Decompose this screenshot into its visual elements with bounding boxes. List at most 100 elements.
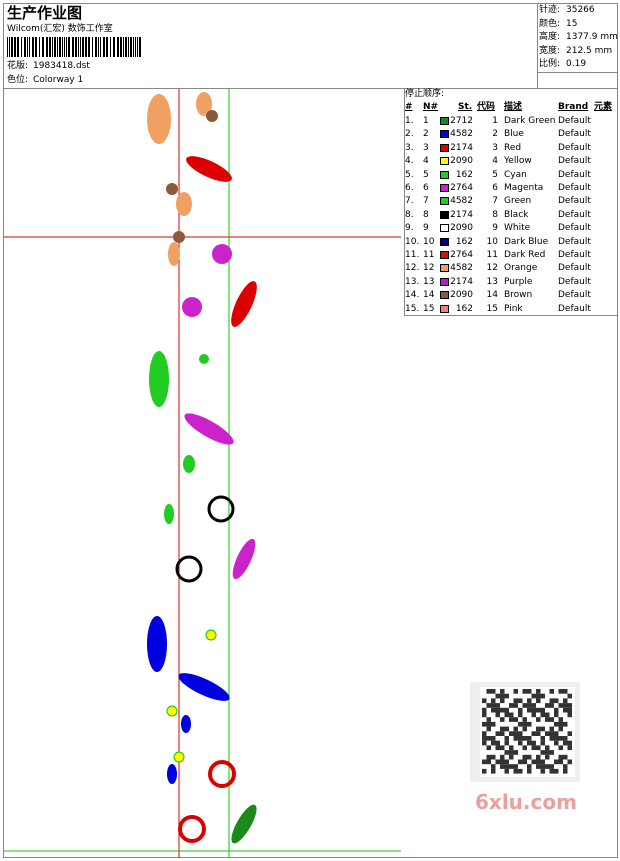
code: 13 <box>486 276 498 287</box>
stitches: 2174 <box>450 209 473 220</box>
info-value: 15 <box>566 18 578 29</box>
stitches: 4582 <box>450 129 473 140</box>
stitches: 162 <box>455 303 473 314</box>
info-label: 高度: <box>539 32 561 42</box>
title: 生产作业图 <box>7 4 83 22</box>
row-number: 13. <box>405 276 420 287</box>
info-label: 比例: <box>539 59 561 69</box>
row-number: 11. <box>405 250 420 260</box>
table-caption: 停止顺序: <box>405 89 445 99</box>
brand: Default <box>558 142 591 153</box>
description: Green <box>504 196 532 207</box>
color-swatch <box>440 224 449 233</box>
color-swatch <box>440 117 449 125</box>
design-label: 花版: <box>7 61 29 71</box>
code: 14 <box>486 290 498 301</box>
description: Red <box>504 142 522 153</box>
code: 4 <box>492 156 498 167</box>
description: Magenta <box>504 183 544 193</box>
description: White <box>504 223 531 234</box>
needle: 3 <box>423 142 429 153</box>
code: 5 <box>492 169 498 180</box>
needle: 10 <box>423 236 435 247</box>
row-number: 6. <box>405 183 414 193</box>
stitches: 2090 <box>450 223 473 234</box>
brand: Default <box>558 116 591 126</box>
code: 9 <box>492 223 498 234</box>
info-label: 颜色: <box>539 18 561 29</box>
row-number: 15. <box>405 303 420 314</box>
code: 15 <box>486 303 498 314</box>
row-number: 12. <box>405 263 420 274</box>
motifs <box>147 92 257 844</box>
stitches: 2764 <box>450 250 473 260</box>
brand: Default <box>558 196 591 207</box>
row-number: 14. <box>405 290 420 301</box>
stitches: 2090 <box>450 156 473 167</box>
color-swatch <box>440 237 449 246</box>
column-header: 代码 <box>477 102 496 112</box>
brand: Default <box>558 129 591 140</box>
stitches: 2712 <box>450 116 473 126</box>
color-swatch <box>440 291 449 300</box>
stitches: 2764 <box>450 183 473 193</box>
color-swatch <box>440 130 449 139</box>
watermark: 6xlu.com <box>475 790 577 814</box>
colorway-label: 色位: <box>7 75 29 85</box>
info-label: 针迹: <box>539 5 561 15</box>
color-swatch <box>440 264 449 273</box>
stitches: 2174 <box>450 142 473 153</box>
needle: 7 <box>423 196 429 207</box>
table-box <box>404 88 618 316</box>
qr-code <box>470 682 580 782</box>
needle: 14 <box>423 290 435 301</box>
info-box <box>537 3 618 73</box>
needle: 6 <box>423 183 429 193</box>
color-swatch <box>440 210 449 219</box>
description: Pink <box>504 303 523 314</box>
description: Black <box>504 209 529 220</box>
code: 12 <box>486 263 498 274</box>
description: Orange <box>504 263 538 274</box>
description: Blue <box>504 129 524 140</box>
brand: Default <box>558 276 591 287</box>
column-header: # <box>405 102 413 112</box>
row-number: 3. <box>405 142 414 153</box>
color-swatch <box>440 143 449 152</box>
needle: 11 <box>423 250 435 260</box>
info-value: 1377.9 mm <box>566 32 618 42</box>
needle: 4 <box>423 156 429 167</box>
row-number: 5. <box>405 169 414 180</box>
brand: Default <box>558 250 591 260</box>
studio: Wilcom(汇宏) 数饰工作室 <box>7 24 113 34</box>
info-label: 宽度: <box>539 45 561 56</box>
info-value: 35266 <box>566 5 595 15</box>
brand: Default <box>558 236 591 247</box>
needle: 9 <box>423 223 429 234</box>
description: Purple <box>504 276 533 287</box>
needle: 13 <box>423 276 435 287</box>
stitches: 2174 <box>450 276 473 287</box>
brand: Default <box>558 223 591 234</box>
code: 11 <box>486 250 498 260</box>
color-swatch <box>440 157 449 166</box>
stitches: 4582 <box>450 263 473 274</box>
column-header: St. <box>458 102 473 112</box>
embroidery-preview <box>4 89 401 858</box>
row-number: 9. <box>405 223 414 234</box>
description: Brown <box>504 290 533 301</box>
code: 7 <box>492 196 498 207</box>
row-number: 8. <box>405 209 414 220</box>
column-header: 描述 <box>504 102 523 112</box>
code: 6 <box>492 183 498 193</box>
row-number: 1. <box>405 116 414 126</box>
colorway: Colorway 1 <box>33 75 84 85</box>
color-swatch <box>440 277 449 286</box>
code: 1 <box>492 116 498 126</box>
needle: 2 <box>423 129 429 140</box>
color-swatch <box>440 304 449 313</box>
description: Cyan <box>504 169 527 180</box>
design: 1983418.dst <box>33 61 90 71</box>
info-value: 0.19 <box>566 59 587 69</box>
